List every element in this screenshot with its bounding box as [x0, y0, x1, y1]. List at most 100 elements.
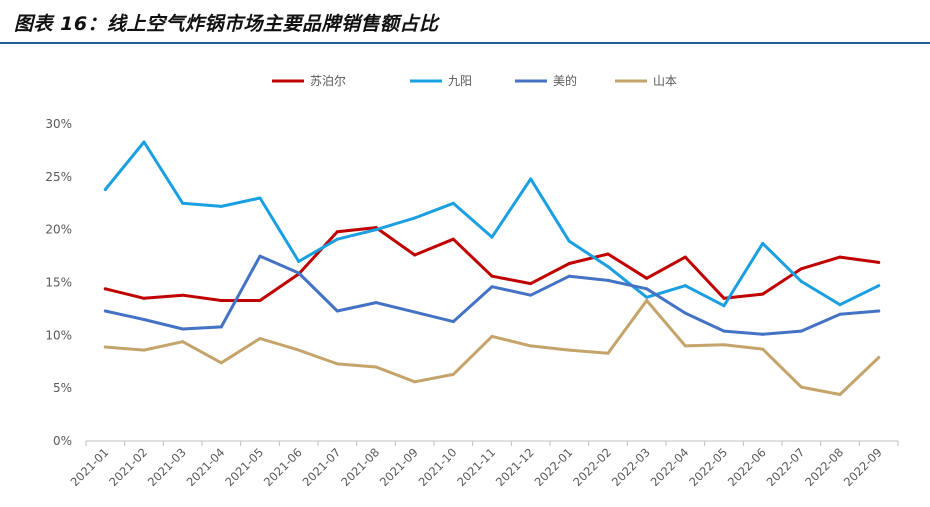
data-point — [838, 312, 842, 316]
data-point — [219, 325, 223, 329]
x-tick-label: 2021-02 — [106, 445, 150, 489]
y-tick-label: 20% — [45, 223, 72, 237]
series-line-1 — [103, 140, 881, 308]
data-point — [645, 276, 649, 280]
data-point — [799, 329, 803, 333]
data-point — [490, 235, 494, 239]
x-tick-label: 2022-04 — [648, 445, 692, 489]
data-point — [142, 140, 146, 144]
data-point — [374, 365, 378, 369]
data-point — [258, 196, 262, 200]
data-point — [374, 228, 378, 232]
data-point — [297, 259, 301, 263]
x-tick-label: 2021-01 — [68, 445, 112, 489]
data-point — [529, 344, 533, 348]
data-point — [103, 309, 107, 313]
chart-area: 苏泊尔 九阳 美的 山本 0% 5% 10% 15% 20% 25% 30% 2021-01 202… — [0, 46, 930, 507]
y-tick-label: 15% — [45, 276, 72, 290]
x-axis: 2021-012021-022021-032021-042021-052021-… — [68, 440, 899, 489]
data-point — [683, 311, 687, 315]
x-tick-label: 2022-05 — [686, 445, 730, 489]
legend-label: 苏泊尔 — [310, 73, 346, 88]
data-point — [219, 361, 223, 365]
data-point — [838, 393, 842, 397]
data-point — [529, 293, 533, 297]
x-tick-label: 2021-08 — [338, 445, 382, 489]
y-tick-label: 25% — [45, 170, 72, 184]
data-point — [258, 254, 262, 258]
data-point — [181, 293, 185, 297]
data-point — [877, 260, 881, 264]
data-point — [490, 334, 494, 338]
y-tick-label: 5% — [53, 381, 72, 395]
data-point — [103, 188, 107, 192]
y-axis: 0% 5% 10% 15% 20% 25% 30% — [45, 117, 72, 448]
data-point — [799, 267, 803, 271]
x-tick-label: 2022-01 — [532, 445, 576, 489]
x-tick-label: 2021-10 — [416, 445, 460, 489]
data-point — [219, 298, 223, 302]
data-point — [606, 278, 610, 282]
data-point — [529, 177, 533, 181]
y-tick-label: 30% — [45, 117, 72, 131]
x-tick-label: 2021-05 — [222, 445, 266, 489]
data-point — [799, 385, 803, 389]
data-point — [606, 252, 610, 256]
data-point — [567, 274, 571, 278]
x-tick-label: 2022-06 — [725, 445, 769, 489]
data-point — [374, 301, 378, 305]
legend-label: 美的 — [553, 73, 577, 88]
x-tick-label: 2022-08 — [802, 445, 846, 489]
data-point — [335, 230, 339, 234]
data-point — [722, 304, 726, 308]
data-point — [683, 344, 687, 348]
data-point — [413, 216, 417, 220]
legend-label: 山本 — [653, 74, 677, 88]
data-point — [722, 329, 726, 333]
data-point — [451, 237, 455, 241]
data-point — [761, 332, 765, 336]
data-point — [258, 298, 262, 302]
x-tick-label: 2022-02 — [570, 445, 614, 489]
data-point — [413, 380, 417, 384]
x-tick-label: 2021-03 — [145, 445, 189, 489]
data-point — [877, 284, 881, 288]
x-tick-label: 2022-07 — [764, 445, 808, 489]
data-point — [142, 296, 146, 300]
y-tick-label: 0% — [53, 434, 72, 448]
data-point — [606, 351, 610, 355]
data-point — [413, 253, 417, 257]
data-point — [181, 327, 185, 331]
data-point — [219, 204, 223, 208]
data-point — [877, 356, 881, 360]
data-point — [490, 274, 494, 278]
data-point — [181, 201, 185, 205]
data-point — [645, 298, 649, 302]
y-tick-label: 10% — [45, 328, 72, 342]
data-point — [258, 337, 262, 341]
data-point — [567, 239, 571, 243]
data-point — [490, 285, 494, 289]
x-tick-label: 2021-12 — [493, 445, 537, 489]
data-point — [683, 284, 687, 288]
x-tick-label: 2022-03 — [609, 445, 653, 489]
x-tick-label: 2022-09 — [841, 445, 885, 489]
chart-legend: 苏泊尔 九阳 美的 山本 — [272, 73, 677, 88]
data-point — [297, 348, 301, 352]
data-point — [838, 255, 842, 259]
data-point — [877, 309, 881, 313]
data-point — [413, 310, 417, 314]
data-point — [529, 282, 533, 286]
data-point — [142, 348, 146, 352]
data-point — [335, 362, 339, 366]
line-chart: 苏泊尔 九阳 美的 山本 0%5%10%15%20%25%30% 2021-01202… — [45, 73, 899, 489]
data-point — [683, 255, 687, 259]
x-tick-label: 2021-06 — [261, 445, 305, 489]
data-point — [761, 347, 765, 351]
data-point — [606, 265, 610, 269]
data-point — [645, 287, 649, 291]
data-point — [567, 261, 571, 265]
figure-title: 图表 16：线上空气炸锅市场主要品牌销售额占比 — [14, 13, 439, 35]
data-point — [297, 271, 301, 275]
data-point — [567, 348, 571, 352]
